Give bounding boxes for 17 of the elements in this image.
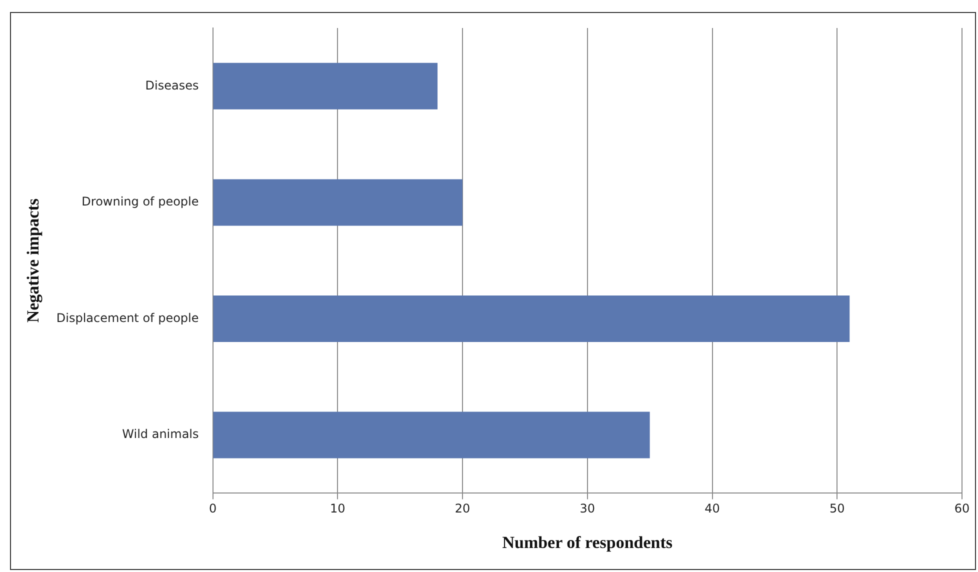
x-tick-label: 40	[704, 502, 720, 516]
bar	[213, 62, 438, 110]
x-tick-label: 50	[829, 502, 845, 516]
y-tick-label: Diseases	[145, 78, 199, 92]
bar	[213, 412, 650, 458]
x-axis-title: Number of respondents	[502, 533, 673, 552]
bar	[213, 179, 463, 226]
bar	[213, 295, 850, 342]
y-tick-label: Displacement of people	[56, 310, 199, 325]
x-tick-label: 10	[330, 502, 346, 516]
x-tick-label: 20	[454, 502, 470, 516]
x-tick-label: 30	[580, 502, 596, 516]
x-tick-label: 0	[208, 502, 217, 516]
x-tick-label: 60	[954, 502, 970, 516]
y-axis-title: Negative impacts	[24, 198, 43, 323]
y-tick-label: Drowning of people	[82, 194, 199, 209]
y-tick-label: Wild animals	[122, 427, 199, 442]
